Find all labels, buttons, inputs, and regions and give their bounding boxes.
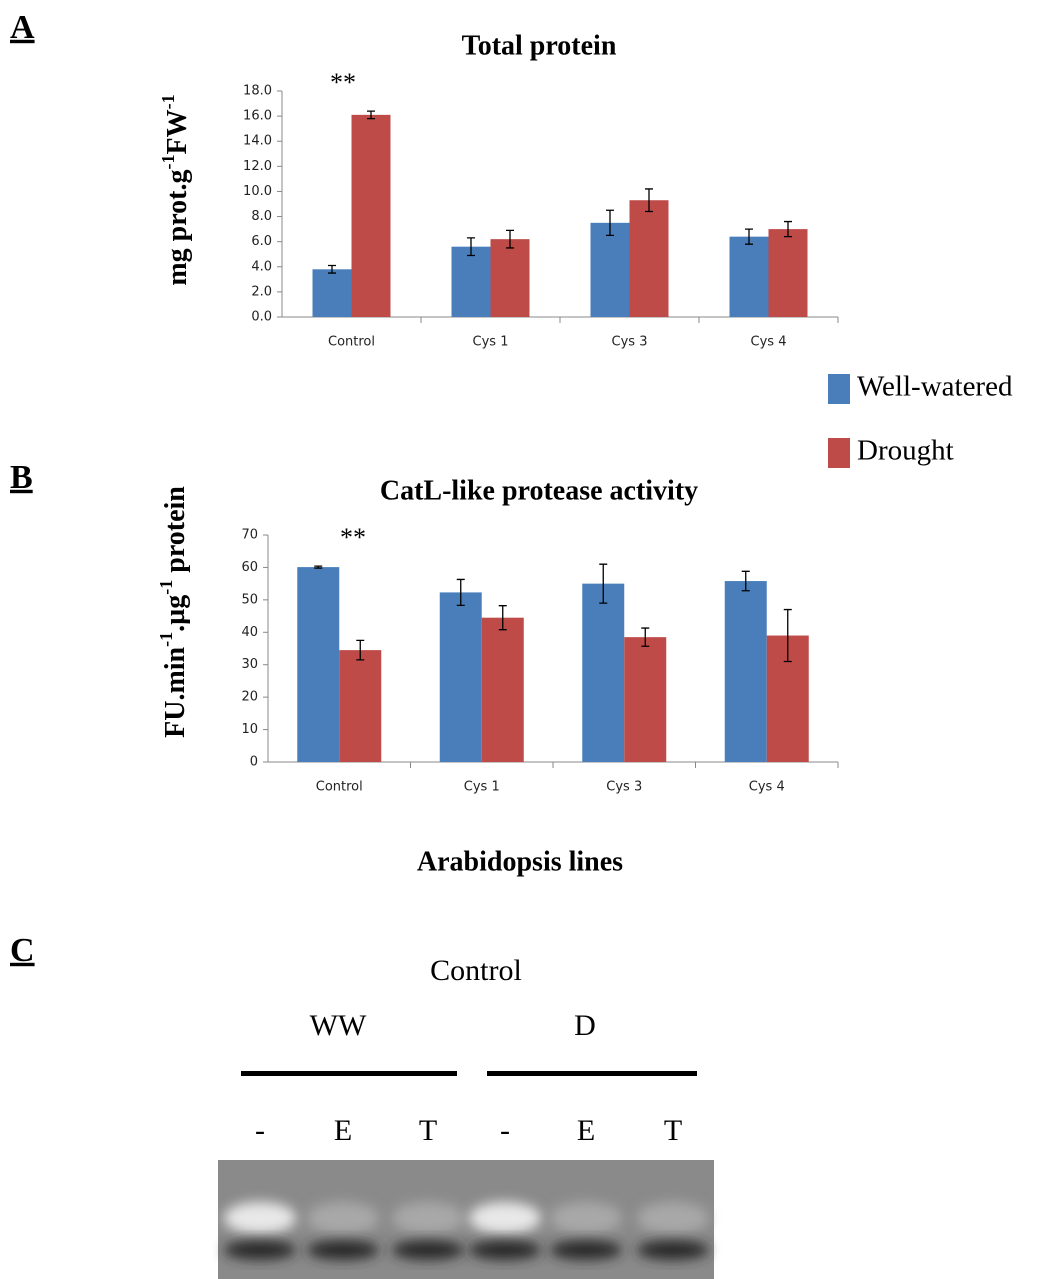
chart-title: Total protein xyxy=(462,30,617,61)
y-axis-label-part: protein xyxy=(160,486,191,580)
x-tick-label: Cys 1 xyxy=(464,780,500,795)
gel-band xyxy=(224,1240,296,1260)
x-tick-label: Control xyxy=(328,335,375,350)
error-bar xyxy=(314,566,322,568)
y-tick-label: 4.0 xyxy=(251,259,272,274)
y-tick-label: 2.0 xyxy=(251,284,272,299)
y-tick-label: 10.0 xyxy=(243,184,272,199)
bar xyxy=(725,581,767,762)
y-axis-label-part: -1 xyxy=(156,632,176,647)
figure: A B C Control WW D - E T - E T Total protein m… xyxy=(0,0,1044,1279)
bar xyxy=(491,239,530,317)
group-bar xyxy=(487,1071,697,1076)
bar xyxy=(630,200,669,317)
y-tick-label: 18.0 xyxy=(243,84,272,99)
y-axis-label-part: -1 xyxy=(158,94,178,109)
panel-label: A xyxy=(10,9,35,46)
y-tick-label: 8.0 xyxy=(251,209,272,224)
y-tick-label: 0 xyxy=(250,755,258,770)
y-tick-label: 40 xyxy=(241,625,258,640)
gel-smear xyxy=(550,1202,622,1234)
gel-band xyxy=(469,1240,541,1260)
x-tick-label: Cys 1 xyxy=(473,335,509,350)
y-tick-label: 16.0 xyxy=(243,109,272,124)
gel-band xyxy=(307,1240,379,1260)
legend-label: Drought xyxy=(857,435,954,467)
y-tick-label: 6.0 xyxy=(251,234,272,249)
bar xyxy=(769,229,808,317)
gel-smear xyxy=(224,1202,296,1234)
gel-smear xyxy=(469,1202,541,1234)
y-axis-label-part: -1 xyxy=(156,580,176,595)
y-tick-label: 12.0 xyxy=(243,159,272,174)
y-tick-label: 10 xyxy=(241,722,258,737)
y-tick-label: 0.0 xyxy=(251,310,272,325)
panel-label: C xyxy=(10,932,35,969)
bar xyxy=(582,584,624,762)
gel-panel: Control WW D - E T - E T xyxy=(218,954,714,1279)
y-axis-label-part: .µg xyxy=(160,595,191,632)
significance: ** xyxy=(330,68,356,97)
lane-label: E xyxy=(334,1114,352,1147)
bar xyxy=(624,637,666,762)
y-tick-label: 50 xyxy=(241,592,258,607)
legend-label: Well-watered xyxy=(857,371,1013,403)
bar xyxy=(452,247,491,317)
panel-label: B xyxy=(10,459,33,496)
bar xyxy=(297,567,339,762)
y-axis-label-part: mg prot.g xyxy=(162,169,193,285)
group-bar xyxy=(241,1071,457,1076)
gel-band xyxy=(392,1240,464,1260)
y-axis-label-part: FW xyxy=(162,109,193,154)
y-tick-label: 30 xyxy=(241,657,258,672)
x-tick-label: Cys 4 xyxy=(749,780,785,795)
legend-swatch xyxy=(828,438,850,468)
chart-title: CatL-like protease activity xyxy=(380,475,698,506)
y-tick-label: 70 xyxy=(241,528,258,543)
gel-band xyxy=(637,1240,709,1260)
x-tick-label: Cys 4 xyxy=(751,335,787,350)
gel-smear xyxy=(307,1202,379,1234)
group-label: WW xyxy=(310,1009,367,1042)
x-tick-label: Cys 3 xyxy=(606,780,642,795)
lane-label: - xyxy=(255,1114,265,1147)
y-axis-label-part: FU.min xyxy=(160,646,191,737)
group-label: D xyxy=(574,1009,596,1042)
gel-smear xyxy=(637,1202,709,1234)
y-axis-label: FU.min-1.µg-1 protein xyxy=(156,486,191,738)
y-tick-label: 60 xyxy=(241,560,258,575)
lane-label: T xyxy=(419,1114,437,1147)
y-tick-label: 20 xyxy=(241,690,258,705)
bar xyxy=(440,592,482,762)
bar xyxy=(730,237,769,317)
gel-smear xyxy=(392,1202,464,1234)
y-tick-label: 14.0 xyxy=(243,134,272,149)
lane-label: - xyxy=(500,1114,510,1147)
bar xyxy=(352,115,391,317)
lane-label: T xyxy=(664,1114,682,1147)
significance: ** xyxy=(340,523,366,552)
gel-title: Control xyxy=(430,954,522,987)
bar xyxy=(591,223,630,317)
x-tick-label: Control xyxy=(316,780,363,795)
bar xyxy=(482,618,524,762)
legend-swatch xyxy=(828,374,850,404)
lane-label: E xyxy=(577,1114,595,1147)
gel-band xyxy=(550,1240,622,1260)
x-tick-label: Cys 3 xyxy=(612,335,648,350)
y-axis-label: mg prot.g-1FW-1 xyxy=(158,94,193,285)
bar xyxy=(339,650,381,762)
x-axis-label: Arabidopsis lines xyxy=(417,846,623,877)
bar xyxy=(313,269,352,317)
y-axis-label-part: -1 xyxy=(158,154,178,169)
